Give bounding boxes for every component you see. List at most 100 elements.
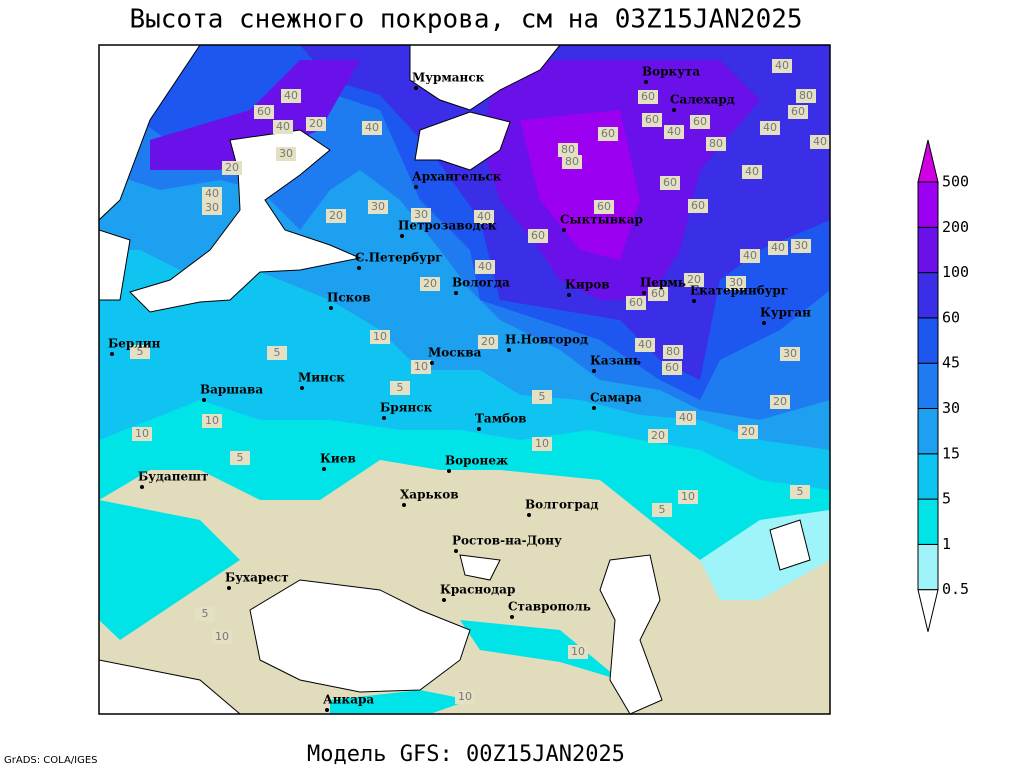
city-dot — [592, 406, 596, 410]
contour-label-box — [420, 277, 440, 291]
contour-label-box — [652, 503, 672, 517]
contour-label-box — [810, 135, 830, 149]
snow-area — [520, 110, 640, 260]
contour-label: 80 — [565, 155, 579, 168]
city-label: Мурманск — [412, 71, 485, 85]
contour-label-box — [688, 199, 708, 213]
colorbar-label: 5 — [942, 490, 951, 508]
contour-label-box — [760, 121, 780, 135]
colorbar-label: 200 — [942, 218, 969, 236]
contour-label: 40 — [284, 89, 298, 102]
colorbar-box — [917, 543, 939, 591]
contour-label-box — [664, 125, 684, 139]
colorbar-label: 30 — [942, 399, 960, 417]
contour-label-box — [212, 630, 232, 644]
city-dot — [322, 467, 326, 471]
contour-label: 20 — [481, 335, 495, 348]
contour-label-box — [791, 239, 811, 253]
city-label: Петрозаводск — [398, 219, 497, 233]
contour-label-box — [740, 249, 760, 263]
contour-label: 5 — [237, 451, 244, 464]
contour-label-box — [648, 429, 668, 443]
colorbar-box — [917, 181, 939, 228]
contour-label-box — [411, 360, 431, 374]
contour-label: 20 — [225, 161, 239, 174]
city-dot — [562, 228, 566, 232]
contour-label-box — [478, 335, 498, 349]
city-label: Пермь — [640, 276, 686, 290]
contour-label: 60 — [663, 176, 677, 189]
contour-label: 80 — [799, 89, 813, 102]
colorbar-box — [917, 317, 939, 364]
city-label: Архангельск — [412, 170, 502, 184]
colorbar-label: 1 — [942, 535, 951, 553]
city-label: Салехард — [670, 93, 735, 107]
contour-label-box — [202, 187, 222, 201]
contour-label: 10 — [205, 414, 219, 427]
colorbar-box — [917, 272, 939, 319]
map-frame — [98, 44, 831, 715]
city-label: Волгоград — [525, 498, 598, 512]
title: Высота снежного покрова, см на 03Z15JAN2… — [129, 5, 802, 35]
city-dot — [110, 352, 114, 356]
contour-label: 20 — [687, 273, 701, 286]
city-label: Тамбов — [475, 412, 526, 426]
colorbar-box — [917, 362, 939, 410]
contour-label: 40 — [771, 241, 785, 254]
city-dot — [510, 615, 514, 619]
contour-label-box — [638, 90, 658, 104]
contour-label-box — [660, 176, 680, 190]
colorbar-label: 100 — [942, 263, 969, 281]
colorbar-bottom — [917, 589, 939, 632]
contour-label-box — [678, 490, 698, 504]
contour-label: 40 — [667, 125, 681, 138]
contour-label-box — [706, 137, 726, 151]
contour-label: 10 — [535, 437, 549, 450]
contour-label: 30 — [783, 347, 797, 360]
colorbar-box — [917, 226, 939, 274]
city-label: Москва — [428, 346, 482, 360]
contour-label-box — [780, 347, 800, 361]
city-dot — [567, 293, 571, 297]
city-dot — [692, 299, 696, 303]
city-label: Киров — [565, 278, 610, 292]
city-dot — [447, 469, 451, 473]
city-label: Казань — [590, 354, 641, 368]
contour-label-box — [195, 607, 215, 621]
contour-label-box — [626, 296, 646, 310]
city-label: Анкара — [323, 693, 374, 707]
contour-label: 60 — [641, 90, 655, 103]
contour-label-box — [594, 200, 614, 214]
contour-label: 40 — [477, 210, 491, 223]
contour-label-box — [532, 437, 552, 451]
contour-label: 20 — [651, 429, 665, 442]
contour-label-box — [411, 208, 431, 222]
contour-label-box — [254, 105, 274, 119]
contour-label: 40 — [775, 59, 789, 72]
contour-label: 20 — [329, 209, 343, 222]
contour-label-box — [598, 127, 618, 141]
city-dot — [454, 549, 458, 553]
city-label: Будапешт — [138, 470, 208, 484]
contour-label-box — [202, 201, 222, 215]
contour-label: 40 — [276, 120, 290, 133]
city-dot — [430, 361, 434, 365]
colorbar-label: 60 — [942, 308, 960, 326]
snow-area — [99, 500, 240, 640]
contour-label: 60 — [629, 296, 643, 309]
city-dot — [227, 586, 231, 590]
contour-label: 60 — [791, 105, 805, 118]
contour-label: 80 — [709, 137, 723, 150]
city-dot — [642, 291, 646, 295]
contour-label: 60 — [665, 361, 679, 374]
contour-label-box — [267, 346, 287, 360]
contour-label: 30 — [414, 208, 428, 221]
contour-label-box — [202, 414, 222, 428]
colorbar-box — [917, 453, 939, 500]
city-dot — [477, 427, 481, 431]
contour-label-box — [281, 89, 301, 103]
contour-label-box — [362, 121, 382, 135]
